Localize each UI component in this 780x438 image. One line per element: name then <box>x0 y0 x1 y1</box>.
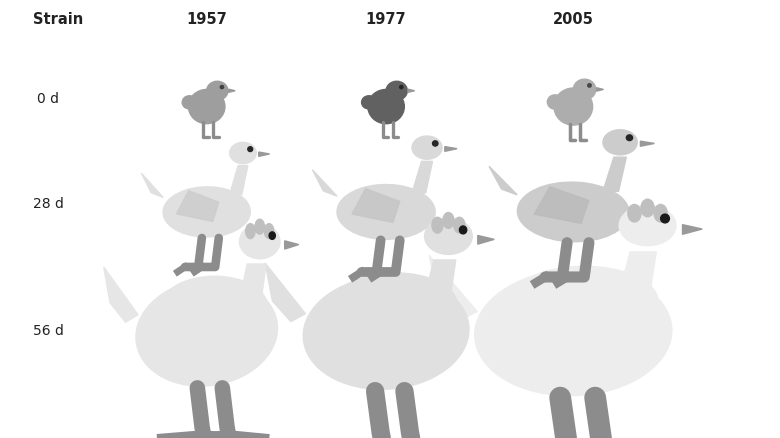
Ellipse shape <box>517 183 629 242</box>
Ellipse shape <box>424 219 472 255</box>
Polygon shape <box>603 158 626 192</box>
Ellipse shape <box>619 206 676 246</box>
Polygon shape <box>412 162 432 194</box>
Text: 1957: 1957 <box>186 12 227 27</box>
Polygon shape <box>429 256 477 321</box>
Text: 56 d: 56 d <box>33 324 64 338</box>
Ellipse shape <box>386 82 407 101</box>
Text: Strain: Strain <box>34 12 83 27</box>
Ellipse shape <box>654 205 667 223</box>
Ellipse shape <box>303 276 469 389</box>
Polygon shape <box>141 174 163 198</box>
Ellipse shape <box>229 143 257 164</box>
Ellipse shape <box>432 141 438 147</box>
Polygon shape <box>682 225 702 235</box>
Ellipse shape <box>239 225 280 259</box>
Text: 0 d: 0 d <box>37 92 59 106</box>
Polygon shape <box>229 90 236 93</box>
Ellipse shape <box>573 80 596 100</box>
Ellipse shape <box>628 205 641 223</box>
Ellipse shape <box>641 200 654 217</box>
Polygon shape <box>229 166 248 195</box>
Ellipse shape <box>246 224 255 239</box>
Text: 28 d: 28 d <box>33 197 64 211</box>
Ellipse shape <box>443 213 454 229</box>
Ellipse shape <box>337 185 435 240</box>
Polygon shape <box>265 264 306 322</box>
Ellipse shape <box>333 273 457 336</box>
Text: 1977: 1977 <box>366 12 406 27</box>
Ellipse shape <box>399 86 403 89</box>
Polygon shape <box>352 189 399 223</box>
Polygon shape <box>259 153 270 157</box>
Ellipse shape <box>162 276 268 336</box>
Ellipse shape <box>248 147 253 152</box>
Polygon shape <box>104 267 138 322</box>
Polygon shape <box>597 88 604 92</box>
Ellipse shape <box>220 86 224 89</box>
Ellipse shape <box>603 131 637 155</box>
Ellipse shape <box>368 90 404 124</box>
Polygon shape <box>408 90 415 93</box>
Ellipse shape <box>661 215 669 223</box>
Ellipse shape <box>264 224 274 239</box>
Ellipse shape <box>454 218 465 233</box>
Ellipse shape <box>475 270 672 396</box>
Polygon shape <box>424 260 456 298</box>
Polygon shape <box>489 167 517 195</box>
Polygon shape <box>640 142 654 147</box>
Ellipse shape <box>362 96 376 110</box>
Ellipse shape <box>432 218 443 233</box>
Polygon shape <box>312 170 337 197</box>
Ellipse shape <box>459 226 466 234</box>
Polygon shape <box>619 252 656 294</box>
Ellipse shape <box>163 187 250 237</box>
Ellipse shape <box>548 95 563 110</box>
Ellipse shape <box>510 267 658 336</box>
Polygon shape <box>239 265 266 300</box>
Ellipse shape <box>183 96 197 110</box>
Ellipse shape <box>554 89 593 126</box>
Ellipse shape <box>136 279 278 386</box>
Polygon shape <box>445 147 457 152</box>
Polygon shape <box>477 236 495 244</box>
Ellipse shape <box>189 90 225 124</box>
Ellipse shape <box>626 135 633 141</box>
Polygon shape <box>534 187 589 224</box>
Ellipse shape <box>587 85 591 88</box>
Ellipse shape <box>255 220 264 235</box>
Ellipse shape <box>269 232 275 240</box>
Ellipse shape <box>207 82 228 101</box>
Polygon shape <box>285 241 299 250</box>
Polygon shape <box>176 191 218 222</box>
Text: 2005: 2005 <box>553 12 594 27</box>
Ellipse shape <box>412 137 442 160</box>
